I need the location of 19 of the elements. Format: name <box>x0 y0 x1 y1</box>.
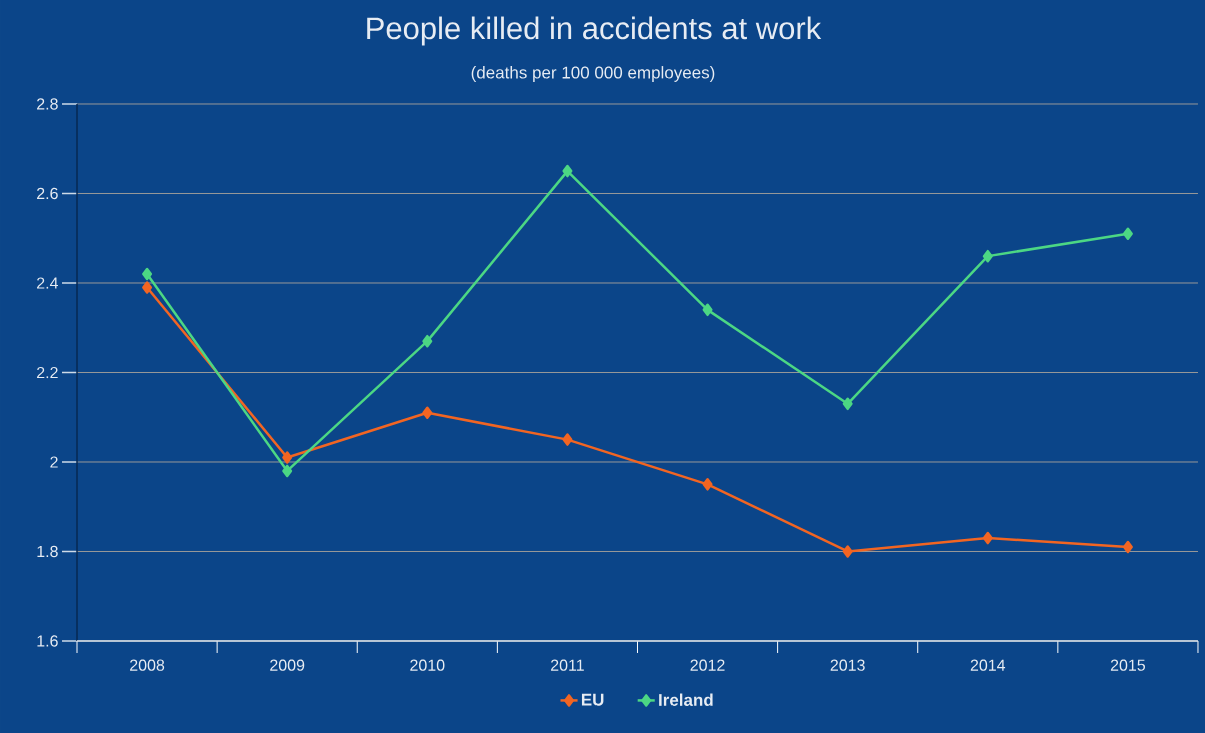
legend-label: Ireland <box>659 693 713 706</box>
y-tick-label: 2.8 <box>37 98 58 110</box>
y-tick-label: 2.4 <box>37 277 58 289</box>
y-tick-label: 1.6 <box>37 635 58 647</box>
x-tick-label: 2008 <box>130 659 165 671</box>
y-tick-label: 1.8 <box>37 545 58 558</box>
y-tick-label: 2.6 <box>37 187 58 200</box>
chart-title: People killed in accidents at work <box>367 16 822 46</box>
chart-subtitle: (deaths per 100 000 employees) <box>471 66 715 82</box>
x-tick-label: 2015 <box>1110 659 1146 671</box>
x-tick-label: 2012 <box>690 659 725 671</box>
y-tick-label: 2 <box>50 456 58 468</box>
x-tick-label: 2011 <box>551 659 584 671</box>
x-tick-label: 2014 <box>970 659 1006 671</box>
x-tick-label: 2010 <box>410 659 445 671</box>
x-tick-label: 2009 <box>270 659 305 671</box>
x-tick-label: 2013 <box>830 659 865 671</box>
y-tick-label: 2.2 <box>37 366 58 379</box>
legend-label: EU <box>581 693 604 706</box>
